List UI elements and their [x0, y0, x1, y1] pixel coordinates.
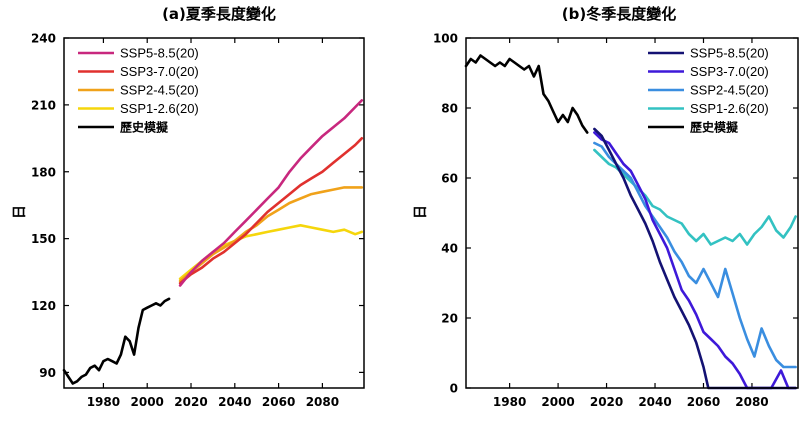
panel-b-legend-label: 歷史模擬 — [690, 120, 739, 135]
panel-a-frame — [63, 37, 365, 389]
panel-b-ytick-label: 40 — [441, 242, 458, 256]
panel-a-legend-label: 歷史模擬 — [120, 120, 169, 135]
panel-a-lines — [62, 99, 364, 385]
panel-a-series-line — [178, 137, 364, 285]
panel-a-ytick-label: 240 — [31, 32, 56, 46]
panel-winter-length: (b)冬季長度變化 日 1980 2000 2020 2040 2060 20800204… — [413, 5, 799, 409]
panel-a-xtick-label: 2000 — [131, 395, 164, 409]
panel-b-ytick-label: 60 — [441, 172, 458, 186]
panel-b-series-line — [593, 148, 797, 246]
panel-b-xtick-label: 2020 — [590, 395, 623, 409]
panel-b-ylabel: 日 — [413, 205, 429, 219]
panel-a-xtick-label: 1980 — [87, 395, 120, 409]
panel-a-legend-label: SSP2-4.5(20) — [120, 83, 199, 98]
panel-a-ticks: 1980 2000 2020 2040 2060 2080 90 120 150 180 210 24… — [31, 32, 364, 409]
panel-b-xtick-label: 2060 — [687, 395, 720, 409]
panel-a-series-line — [178, 99, 364, 287]
panel-a-legend: SSP5-8.5(20) SSP3-7.0(20) SSP2-4.5(20) SSP1… — [78, 46, 199, 135]
panel-a-ytick-label: 120 — [31, 299, 56, 313]
panel-a-ytick-label: 90 — [39, 366, 56, 380]
panel-b-ytick-label: 80 — [441, 102, 458, 116]
panel-b-series-line — [593, 127, 797, 390]
panel-a-title: (a)夏季長度變化 — [162, 5, 276, 23]
panel-b-legend-label: SSP3-7.0(20) — [690, 64, 769, 79]
panel-b-legend-label: SSP5-8.5(20) — [690, 46, 769, 61]
panel-a-ytick-label: 210 — [31, 98, 56, 112]
panel-b-legend: SSP5-8.5(20) SSP3-7.0(20) SSP2-4.5(20) SSP1… — [648, 46, 769, 135]
panel-b-legend-label: SSP2-4.5(20) — [690, 83, 769, 98]
panel-a-ytick-label: 180 — [31, 165, 56, 179]
panel-b-title: (b)冬季長度變化 — [562, 5, 676, 23]
panel-b-ytick-label: 0 — [450, 382, 458, 396]
panel-a-xtick-label: 2060 — [262, 395, 295, 409]
panel-a-series-line — [178, 224, 364, 281]
panel-a-legend-label: SSP3-7.0(20) — [120, 64, 199, 79]
panel-b-series-line — [464, 54, 589, 134]
panel-a-series-line — [178, 186, 364, 283]
panel-a-legend-label: SSP1-2.6(20) — [120, 101, 199, 116]
panel-b-ytick-label: 20 — [441, 312, 458, 326]
panel-a-xtick-label: 2080 — [306, 395, 339, 409]
panel-summer-length: (a)夏季長度變化 日 1980 2000 2020 2040 2060 2080 90 12… — [12, 5, 365, 409]
panel-b-ytick-label: 100 — [433, 32, 458, 46]
panel-a-ylabel: 日 — [12, 205, 28, 219]
panel-b-xtick-label: 2080 — [735, 395, 768, 409]
panel-b-xtick-label: 2040 — [638, 395, 671, 409]
panel-b-legend-label: SSP1-2.6(20) — [690, 101, 769, 116]
panel-a-series-line — [62, 297, 171, 385]
panel-a-xtick-label: 2040 — [218, 395, 251, 409]
panel-a-ytick-label: 150 — [31, 232, 56, 246]
panel-b-series-line — [593, 141, 797, 369]
panel-b-frame — [465, 37, 799, 389]
panel-a-legend-label: SSP5-8.5(20) — [120, 46, 199, 61]
panel-a-xtick-label: 2020 — [174, 395, 207, 409]
panel-b-xtick-label: 2000 — [541, 395, 574, 409]
panel-b-xtick-label: 1980 — [493, 395, 526, 409]
